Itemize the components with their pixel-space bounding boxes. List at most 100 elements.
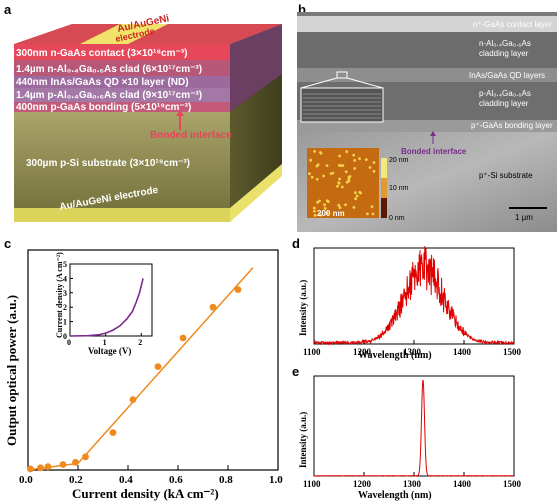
sem-label-qd: InAs/GaAs QD layers: [469, 71, 545, 80]
panel-label-d: d: [292, 236, 300, 251]
afm-dot: [344, 170, 348, 174]
afm-dot: [337, 203, 341, 207]
c-xtick-label: 0.4: [119, 474, 133, 486]
d-plot-xtick-label: 1300: [403, 347, 422, 357]
afm-dot: [323, 203, 326, 207]
d-ylabel: Intensity (a.u.): [298, 280, 308, 336]
afm-dot: [348, 175, 352, 178]
c-inset-xtick-label: 1: [103, 338, 107, 347]
afm-dot: [329, 172, 333, 176]
c-inset-ylabel: Current density (A cm⁻²): [55, 252, 64, 338]
afm-colorbar-top: 20 nm: [389, 157, 409, 164]
sem-bonded-interface: Bonded interface: [401, 147, 467, 156]
layer-contact: [14, 44, 230, 60]
sem-label-p-clad-2: cladding layer: [479, 99, 529, 108]
afm-dot: [313, 150, 316, 153]
panel-label-b: b: [298, 2, 306, 17]
d-plot-xtick-label: 1400: [453, 347, 472, 357]
afm-dot: [340, 185, 344, 189]
afm-dot: [309, 158, 313, 162]
d-xlabel: Wavelength (nm): [358, 350, 432, 361]
afm-dot: [313, 214, 317, 217]
afm-colorbar-mid: 10 nm: [389, 185, 409, 192]
c-data-point: [27, 465, 34, 473]
d-plot-xtick-label: 1500: [503, 347, 522, 357]
c-inset-xlabel: Voltage (V): [88, 346, 131, 356]
c-data-point: [37, 464, 44, 472]
afm-scale-label: 200 nm: [317, 209, 345, 218]
c-xtick-label: 0.8: [219, 474, 233, 486]
afm-dot: [325, 211, 329, 215]
sem-p-bonding: [297, 120, 557, 132]
spectrum-below-threshold: 1100 1200 1300 1400 1500 Wavelength (nm) Int…: [298, 246, 522, 361]
side-top-layers: [230, 24, 282, 112]
layer-p-clad: [14, 88, 230, 102]
afm-dot: [326, 199, 329, 203]
afm-dot: [353, 159, 357, 162]
panel-label-a: a: [4, 2, 12, 17]
d-plot-spectrum-line: [313, 246, 515, 346]
c-inset-frame: [69, 263, 153, 337]
layer-label-0: 300nm n-GaAs contact (3×10¹⁸cm⁻³): [16, 48, 187, 59]
c-fit-line: [77, 267, 254, 464]
afm-dot: [308, 172, 311, 176]
c-xtick-label: 0.6: [169, 474, 183, 486]
sem-zoom-inset: [300, 87, 384, 123]
e-plot-spectrum-line: [313, 379, 515, 477]
layer-label-3: 1.4µm p-Al₀.₄Ga₀.₆As clad (9×10¹⁷cm⁻³): [16, 90, 202, 101]
afm-dot: [364, 158, 368, 162]
sem-label-substrate: p⁺-Si substrate: [479, 171, 533, 180]
afm-dot: [338, 177, 341, 181]
c-data-point: [82, 453, 89, 461]
c-inset-xtick-label: 2: [138, 338, 142, 347]
sem-contact: [297, 16, 557, 32]
layer-p-bonding: [14, 102, 230, 112]
c-data-point: [72, 458, 79, 466]
sem-label-contact: n⁺-GaAs contact layer: [473, 20, 552, 29]
sem-qd: [297, 68, 557, 82]
c-data-point: [44, 463, 52, 471]
afm-dot: [319, 213, 322, 217]
d-plot-frame: [313, 247, 515, 345]
e-plot-xtick-label: 1100: [303, 479, 321, 489]
e-plot-xtick-label: 1300: [403, 479, 422, 489]
c-data-point: [109, 429, 117, 436]
c-inset-ytick-label: 0: [63, 332, 67, 341]
bonded-interface-label: Bonded interface: [150, 130, 232, 141]
afm-dot: [372, 170, 376, 173]
c-data-point: [234, 286, 242, 293]
c-data-point: [209, 303, 217, 311]
afm-dot: [316, 163, 320, 167]
afm-image: [307, 148, 379, 218]
c-axes-frame: [27, 249, 279, 471]
c-inset-ytick-label: 5: [63, 260, 67, 269]
afm-dot: [325, 164, 329, 168]
c-inset-xtick-label: 0: [67, 338, 71, 347]
e-xlabel: Wavelength (nm): [358, 490, 432, 501]
afm-dot: [353, 191, 357, 195]
panel-label-e: e: [292, 364, 300, 379]
afm-dot: [323, 207, 327, 210]
afm-dot: [358, 157, 361, 161]
c-data-point: [59, 461, 67, 468]
e-plot-xtick-label: 1200: [353, 479, 372, 489]
afm-dot: [372, 161, 376, 164]
afm-dot: [344, 203, 347, 207]
afm-dot: [358, 190, 362, 194]
layer-n-clad: [14, 60, 230, 76]
sem-zoom-marker: [336, 71, 348, 79]
d-plot-xtick-label: 1200: [353, 347, 372, 357]
afm-dot: [313, 209, 316, 213]
afm-dot: [352, 206, 356, 209]
afm-dot: [315, 177, 319, 181]
c-data-point: [129, 396, 137, 403]
sem-label-n-clad-2: cladding layer: [479, 49, 529, 58]
afm-dot: [352, 153, 356, 157]
c-fit-line: [27, 462, 79, 471]
c-inset-ytick-label: 1: [63, 318, 67, 327]
e-plot-frame: [313, 375, 515, 477]
top-electrode-stripe: [80, 24, 168, 44]
c-data-point: [154, 363, 162, 370]
layer-substrate: [14, 112, 230, 208]
e-plot-xtick-label: 1400: [453, 479, 472, 489]
